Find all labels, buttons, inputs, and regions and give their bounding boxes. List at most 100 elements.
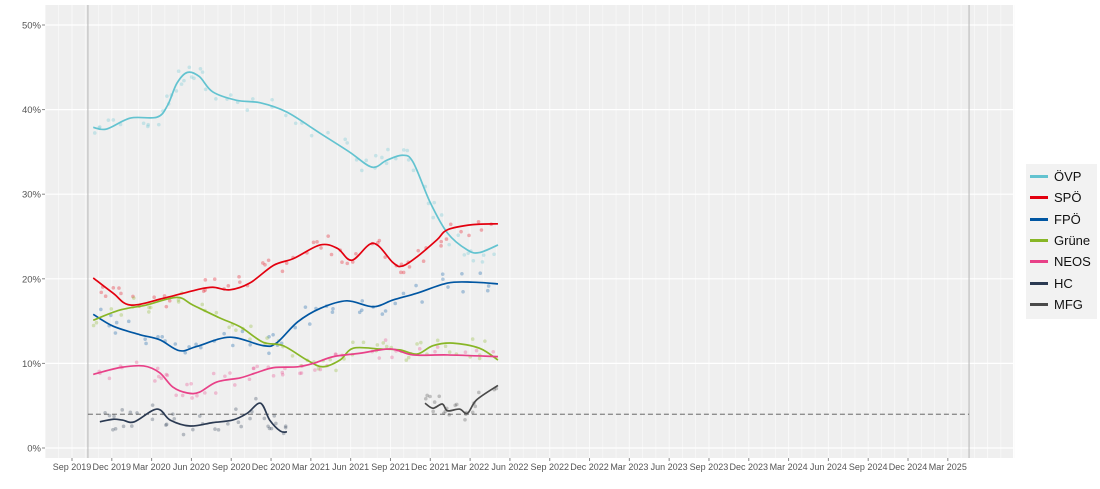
poll-dot xyxy=(174,89,179,93)
poll-dot xyxy=(404,358,409,362)
poll-dot xyxy=(112,414,116,419)
poll-dot xyxy=(144,341,148,346)
legend-swatch xyxy=(1030,217,1048,221)
legend-item: Grüne xyxy=(1030,230,1091,251)
x-tick-label: Mar 2025 xyxy=(929,462,967,472)
poll-dot xyxy=(459,229,463,234)
poll-dot xyxy=(471,258,476,263)
legend-swatch xyxy=(1030,260,1048,264)
poll-dot xyxy=(343,137,348,142)
trend-line-övp xyxy=(93,71,499,254)
poll-dot xyxy=(478,271,483,275)
trend-lines xyxy=(87,71,970,434)
trend-line-mfg xyxy=(424,384,499,415)
y-tick-label: 50% xyxy=(22,21,42,32)
poll-dot xyxy=(131,296,136,300)
x-tick-label: Mar 2023 xyxy=(610,462,648,472)
poll-dot xyxy=(381,341,386,345)
poll-dot xyxy=(179,82,184,86)
poll-dot xyxy=(421,259,426,264)
poll-dot xyxy=(271,332,275,337)
poll-dot xyxy=(319,246,323,250)
poll-dot xyxy=(435,338,440,343)
poll-dot xyxy=(160,334,165,339)
poll-dot xyxy=(150,417,155,422)
poll-dot xyxy=(233,383,237,387)
poll-dot xyxy=(164,372,169,377)
poll-dot xyxy=(315,240,319,244)
poll-dot xyxy=(439,213,444,217)
poll-dot xyxy=(149,305,153,310)
poll-dot xyxy=(326,234,331,238)
poll-dot xyxy=(334,368,338,373)
poll-dot xyxy=(444,237,449,241)
poll-dot xyxy=(293,121,298,126)
poll-dot xyxy=(432,200,437,205)
poll-dot xyxy=(99,307,103,312)
x-tick-label: Sep 2024 xyxy=(849,462,888,472)
poll-dot xyxy=(420,300,424,304)
poll-dot xyxy=(416,248,421,253)
legend-swatch xyxy=(1030,239,1048,243)
x-tick-label: Jun 2024 xyxy=(810,462,847,472)
poll-dot xyxy=(156,334,160,339)
poll-dot xyxy=(164,304,169,309)
poll-dot xyxy=(447,413,452,417)
poll-dot xyxy=(247,377,252,382)
legend-swatch xyxy=(1030,302,1048,306)
poll-dot xyxy=(390,355,394,360)
poll-dot xyxy=(190,396,194,400)
poll-dot xyxy=(231,343,235,348)
poll-dot xyxy=(377,238,382,243)
poll-dot xyxy=(447,350,452,354)
poll-dot xyxy=(155,366,160,371)
poll-dot xyxy=(153,379,157,383)
poll-dot xyxy=(214,97,218,101)
poll-dot xyxy=(491,349,496,354)
poll-dot xyxy=(265,336,269,340)
poll-dot xyxy=(411,168,416,173)
poll-dot xyxy=(406,355,411,360)
poll-dot xyxy=(228,93,233,97)
poll-dot xyxy=(131,294,135,299)
x-tick-label: Dec 2022 xyxy=(570,462,609,472)
poll-dot xyxy=(399,262,404,267)
poll-dot xyxy=(470,337,475,341)
poll-dot xyxy=(165,373,170,378)
poll-dot xyxy=(254,396,258,401)
x-tick-label: Dec 2020 xyxy=(252,462,291,472)
poll-dot xyxy=(214,310,219,315)
x-tick-label: Sep 2022 xyxy=(530,462,569,472)
poll-dot xyxy=(189,75,194,79)
poll-dot xyxy=(269,426,274,431)
legend-item: NEOS xyxy=(1030,251,1091,272)
poll-dot xyxy=(226,283,231,288)
x-tick-label: Sep 2020 xyxy=(212,462,251,472)
legend-label: ÖVP xyxy=(1054,169,1082,185)
poll-dot xyxy=(463,417,467,422)
poll-dot xyxy=(237,275,241,279)
legend-item: HC xyxy=(1030,272,1091,293)
trend-line-fpö xyxy=(92,281,499,352)
legend-label: SPÖ xyxy=(1054,190,1082,206)
poll-dot xyxy=(473,404,478,409)
poll-dot xyxy=(393,301,398,306)
poll-dot xyxy=(176,298,181,302)
poll-dot xyxy=(213,427,217,431)
poll-dot xyxy=(270,97,274,102)
x-tick-label: Jun 2021 xyxy=(332,462,369,472)
poll-dot xyxy=(119,313,124,317)
poll-dot xyxy=(481,253,486,257)
poll-dot xyxy=(111,286,116,290)
poll-dot xyxy=(152,295,156,300)
axes: 0%10%20%30%40%50%Sep 2019 Dec 2019 Mar 202… xyxy=(22,21,967,473)
poll-dot xyxy=(200,70,205,74)
poll-dot xyxy=(462,253,467,257)
poll-dot xyxy=(200,302,205,307)
poll-dot xyxy=(280,269,285,274)
poll-dot xyxy=(309,133,314,138)
poll-dot xyxy=(198,414,202,418)
poll-dot xyxy=(146,122,151,127)
poll-dot xyxy=(238,280,242,284)
poll-dot xyxy=(245,108,250,112)
